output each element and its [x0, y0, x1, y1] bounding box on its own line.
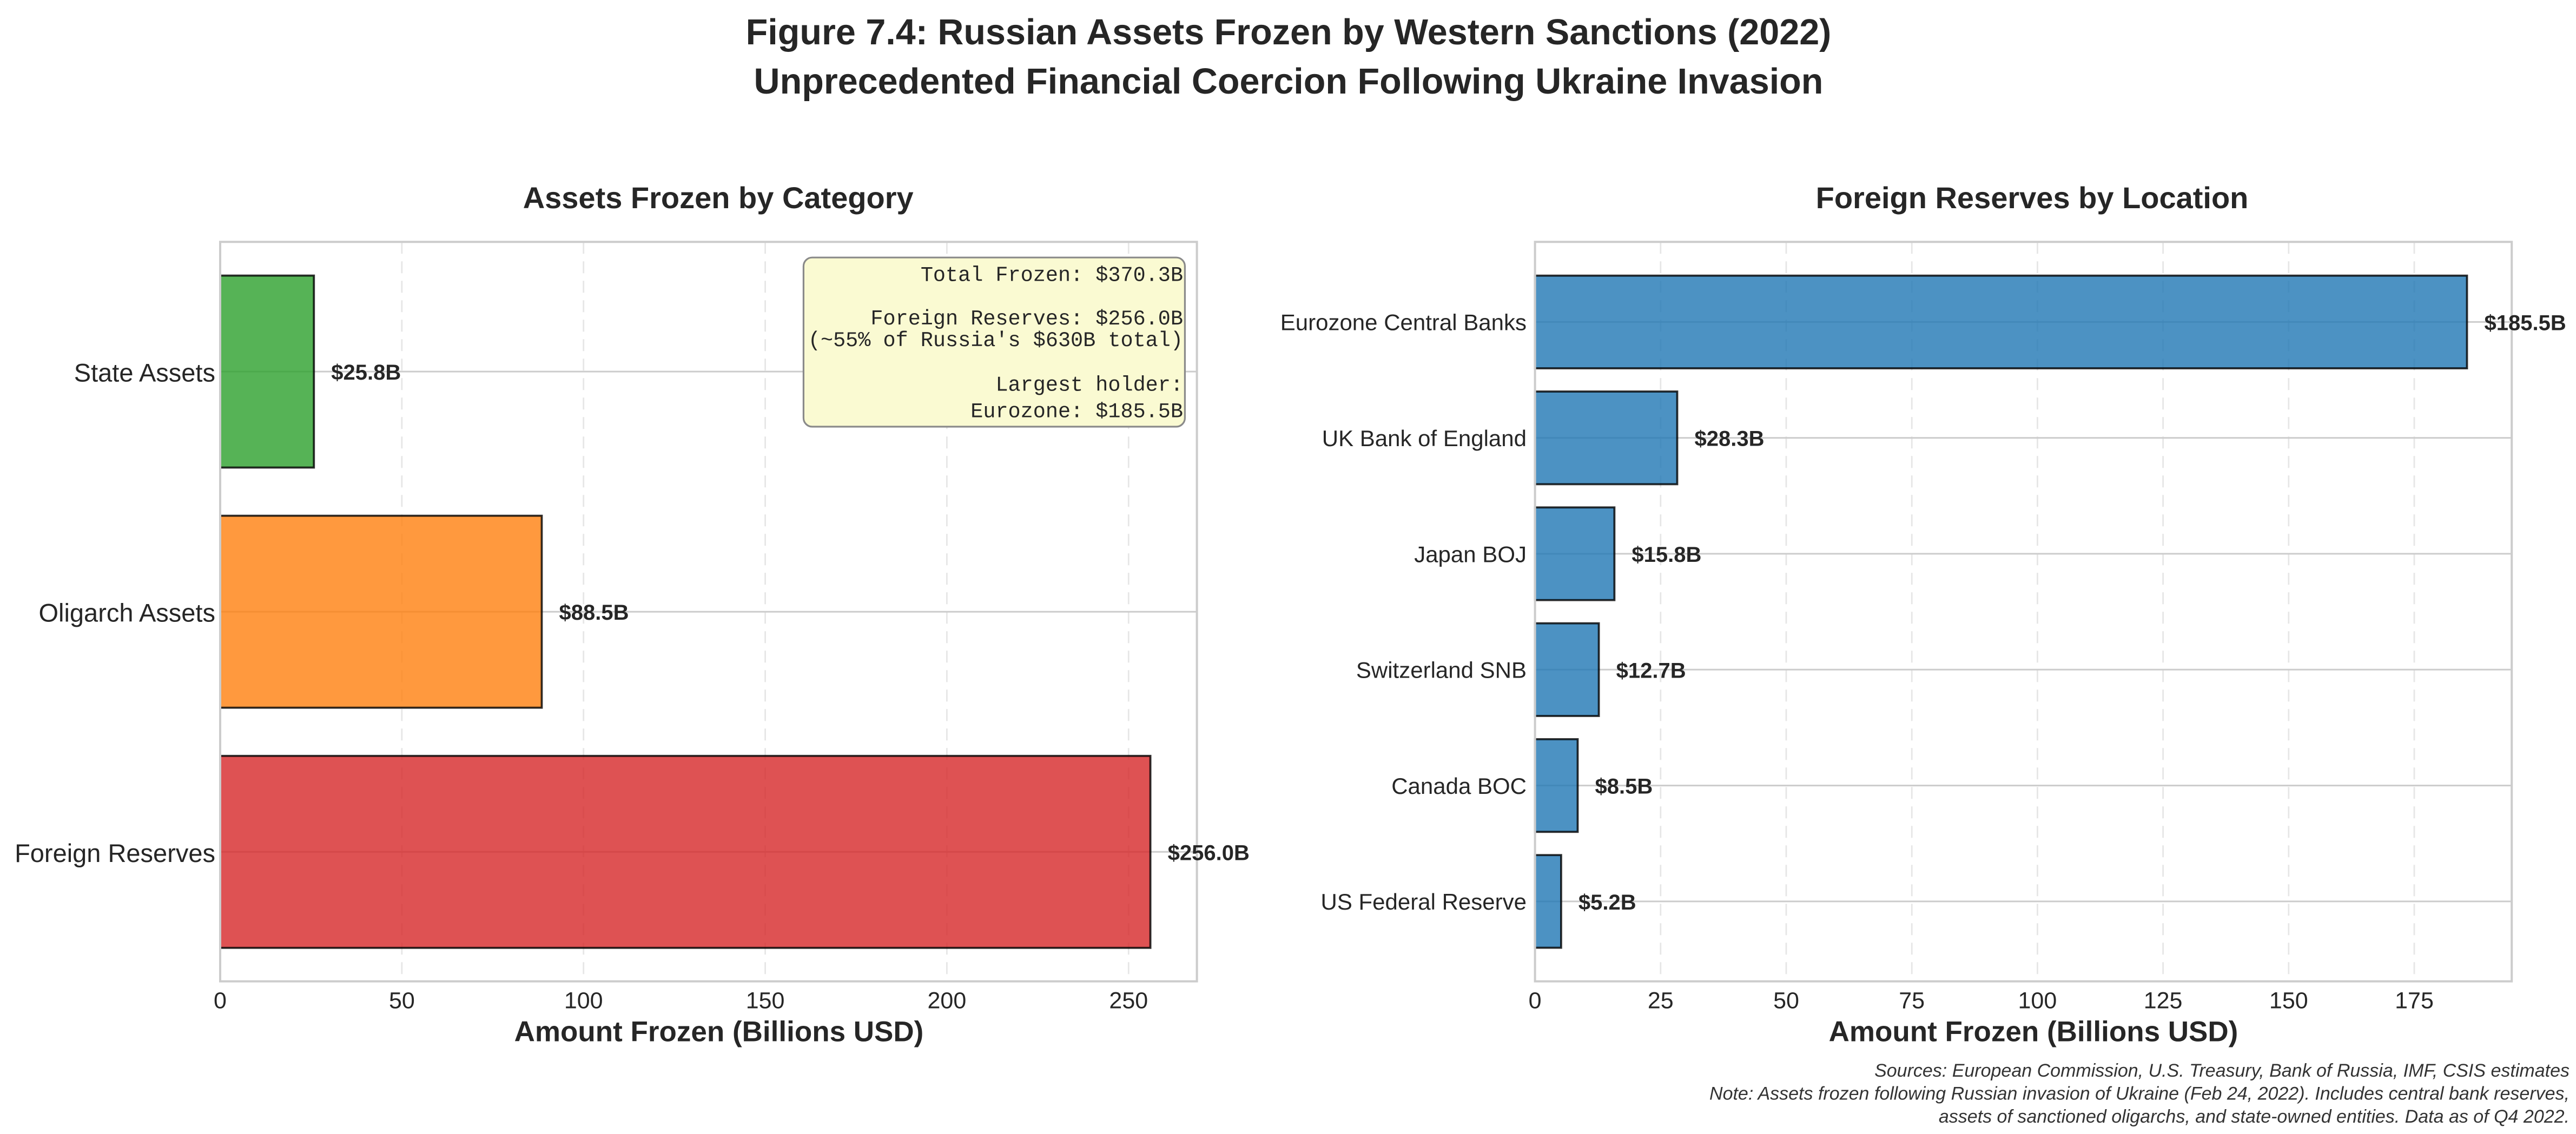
svg-text:200: 200 [928, 988, 967, 1014]
svg-text:$12.7B: $12.7B [1616, 659, 1686, 682]
svg-text:State Assets: State Assets [74, 359, 215, 387]
svg-text:50: 50 [389, 988, 415, 1014]
svg-text:Foreign Reserves by Location: Foreign Reserves by Location [1816, 181, 2249, 215]
svg-text:Amount Frozen (Billions USD): Amount Frozen (Billions USD) [514, 1016, 924, 1048]
svg-text:Eurozone Central Banks: Eurozone Central Banks [1280, 310, 1527, 335]
svg-text:Assets Frozen by Category: Assets Frozen by Category [523, 181, 914, 215]
svg-text:US Federal Reserve: US Federal Reserve [1321, 889, 1527, 914]
svg-text:$185.5B: $185.5B [2485, 311, 2566, 335]
svg-text:Switzerland SNB: Switzerland SNB [1356, 658, 1527, 683]
svg-text:50: 50 [1773, 988, 1799, 1014]
svg-text:Figure 7.4: Russian Assets Fro: Figure 7.4: Russian Assets Frozen by Wes… [746, 12, 1832, 52]
svg-text:100: 100 [564, 988, 603, 1014]
svg-text:Foreign Reserves: Foreign Reserves [15, 839, 215, 867]
svg-text:Oligarch Assets: Oligarch Assets [38, 599, 215, 627]
svg-text:Eurozone: $185.5B: Eurozone: $185.5B [970, 400, 1183, 424]
svg-text:assets of sanctioned oligarchs: assets of sanctioned oligarchs, and stat… [1939, 1106, 2570, 1127]
svg-text:Total Frozen: $370.3B: Total Frozen: $370.3B [921, 264, 1183, 288]
svg-text:Note: Assets frozen following: Note: Assets frozen following Russian in… [1709, 1084, 2570, 1104]
svg-text:Amount Frozen (Billions USD): Amount Frozen (Billions USD) [1829, 1016, 2238, 1048]
svg-text:25: 25 [1648, 988, 1674, 1014]
svg-text:175: 175 [2395, 988, 2434, 1014]
svg-text:$5.2B: $5.2B [1578, 891, 1636, 914]
svg-text:100: 100 [2018, 988, 2057, 1014]
svg-text:Foreign Reserves: $256.0B: Foreign Reserves: $256.0B [870, 307, 1183, 331]
svg-text:150: 150 [2269, 988, 2308, 1014]
svg-text:$88.5B: $88.5B [559, 601, 629, 625]
svg-text:75: 75 [1899, 988, 1925, 1014]
svg-text:Sources: European Commission,: Sources: European Commission, U.S. Treas… [1874, 1060, 2570, 1081]
svg-text:Unprecedented Financial Coerci: Unprecedented Financial Coercion Followi… [754, 62, 1824, 102]
svg-text:Japan BOJ: Japan BOJ [1414, 541, 1527, 567]
svg-text:Canada BOC: Canada BOC [1391, 773, 1527, 799]
svg-text:$15.8B: $15.8B [1632, 543, 1701, 567]
svg-text:0: 0 [214, 988, 227, 1014]
svg-text:Largest holder:: Largest holder: [995, 373, 1183, 397]
svg-text:0: 0 [1529, 988, 1542, 1014]
svg-text:$25.8B: $25.8B [331, 361, 401, 384]
svg-text:$8.5B: $8.5B [1595, 775, 1653, 799]
svg-text:$256.0B: $256.0B [1168, 841, 1250, 865]
svg-text:150: 150 [746, 988, 785, 1014]
svg-text:(~55% of Russia's $630B total): (~55% of Russia's $630B total) [808, 329, 1183, 353]
svg-text:250: 250 [1109, 988, 1148, 1014]
svg-text:UK Bank of England: UK Bank of England [1322, 426, 1527, 451]
svg-text:$28.3B: $28.3B [1695, 427, 1765, 451]
svg-text:125: 125 [2144, 988, 2183, 1014]
